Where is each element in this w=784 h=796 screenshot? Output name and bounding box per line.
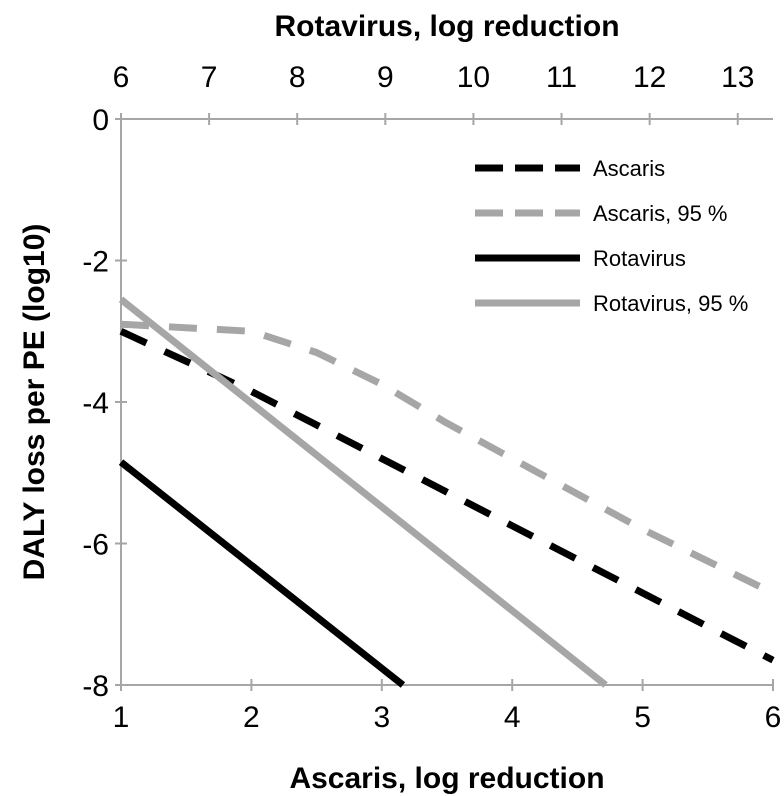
- y-tick-label: -6: [82, 529, 109, 562]
- x2-tick-label: 12: [633, 61, 666, 94]
- x2-tick-label: 11: [546, 61, 577, 94]
- series-line-1: [119, 328, 775, 664]
- legend-label-4: Rotavirus, 95 %: [593, 291, 748, 316]
- x2-tick-label: 7: [201, 61, 218, 94]
- x-tick-label: 2: [243, 701, 260, 734]
- x-tick-label: 5: [634, 701, 651, 734]
- x-axis-title: Ascaris, log reduction: [289, 762, 604, 795]
- x2-tick-label: 10: [457, 61, 490, 94]
- x2-tick-label: 8: [289, 61, 306, 94]
- legend-label-1: Ascaris: [593, 156, 665, 181]
- x2-tick-label: 9: [377, 61, 394, 94]
- y-tick-label: -4: [82, 387, 109, 420]
- x-tick-label: 4: [504, 701, 521, 734]
- legend-label-2: Ascaris, 95 %: [593, 201, 728, 226]
- series-line-2: [120, 320, 775, 597]
- series-line-4: [118, 296, 608, 688]
- x-tick-label: 6: [765, 701, 782, 734]
- x-tick-label: 3: [373, 701, 390, 734]
- y-axis-title: DALY loss per PE (log10): [18, 224, 51, 581]
- x2-tick-label: 6: [113, 61, 130, 94]
- y-tick-label: 0: [92, 104, 109, 137]
- x2-axis-title: Rotavirus, log reduction: [274, 10, 619, 43]
- legend: Ascaris Ascaris, 95 % Rotavirus Rotavirus, …: [475, 156, 748, 316]
- x2-tick-label: 13: [721, 61, 754, 94]
- ticks-layer: [115, 113, 774, 691]
- series-line-3: [118, 459, 406, 688]
- y-tick-label: -2: [82, 246, 109, 279]
- legend-label-3: Rotavirus: [593, 246, 686, 271]
- x-tick-label: 1: [113, 701, 130, 734]
- labels-layer: 1 2 3 4 5 66 7 8 9 10 11 12 130-2-4-6-8: [82, 61, 781, 734]
- y-tick-label: -8: [82, 670, 109, 703]
- series-layer: [118, 296, 775, 688]
